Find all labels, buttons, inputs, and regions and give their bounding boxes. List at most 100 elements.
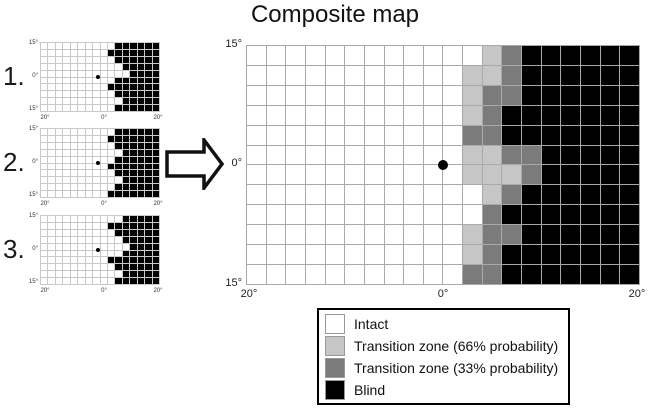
map-cell	[522, 145, 541, 165]
map-number-label-2: 2.	[3, 147, 25, 177]
map-cell	[305, 145, 325, 165]
map-cell	[502, 46, 522, 65]
map-cell	[522, 85, 541, 105]
map-cell	[63, 56, 70, 63]
map-cell	[93, 84, 100, 91]
map-cell	[443, 165, 463, 185]
map-cell	[325, 105, 345, 125]
map-cell	[78, 49, 85, 56]
map-cell	[130, 70, 137, 77]
map-cell	[541, 85, 561, 105]
map-cell	[63, 264, 70, 271]
map-cell	[63, 222, 70, 229]
map-cell	[85, 222, 93, 229]
map-cell	[152, 105, 159, 111]
map-cell	[63, 170, 70, 177]
map-cell	[463, 165, 482, 185]
map-cell	[85, 184, 93, 191]
map-cell	[443, 265, 463, 284]
map-cell	[78, 43, 85, 49]
map-cell	[600, 65, 620, 85]
map-cell	[581, 145, 600, 165]
map-cell	[85, 98, 93, 105]
map-cell	[41, 191, 48, 197]
map-cell	[107, 149, 115, 156]
map-cell	[107, 142, 115, 149]
map-cell	[384, 85, 404, 105]
map-cell	[145, 105, 152, 111]
map-cell	[55, 278, 63, 284]
map-cell	[443, 65, 463, 85]
map-cell	[63, 271, 70, 278]
map-cell	[107, 129, 115, 135]
map-cell	[423, 46, 443, 65]
map-cell	[107, 49, 115, 56]
map-cell	[286, 85, 305, 105]
map-cell	[145, 271, 152, 278]
map-cell	[63, 216, 70, 222]
map-cell	[561, 185, 581, 205]
map-cell	[137, 216, 145, 222]
map-cell	[115, 278, 122, 284]
map-cell	[78, 177, 85, 184]
map-cell	[145, 191, 152, 197]
y-axis-label-top: 15°	[28, 213, 38, 219]
map-cell	[345, 105, 364, 125]
map-cell	[70, 264, 78, 271]
map-cell	[122, 236, 130, 243]
map-cell	[522, 225, 541, 245]
map-cell	[305, 165, 325, 185]
map-cell	[85, 278, 93, 284]
map-cell	[266, 85, 286, 105]
map-cell	[325, 145, 345, 165]
map-cell	[41, 264, 48, 271]
map-cell	[115, 70, 122, 77]
map-cell	[115, 229, 122, 236]
map-cell	[130, 184, 137, 191]
map-cell	[78, 216, 85, 222]
map-cell	[482, 165, 502, 185]
map-cell	[55, 63, 63, 70]
map-cell	[364, 105, 384, 125]
map-cell	[137, 98, 145, 105]
map-cell	[130, 98, 137, 105]
map-cell	[130, 243, 137, 250]
map-cell	[85, 264, 93, 271]
map-cell	[522, 165, 541, 185]
map-cell	[384, 145, 404, 165]
map-cell	[48, 77, 55, 84]
map-cell	[93, 56, 100, 63]
map-cell	[100, 156, 107, 163]
map-cell	[145, 216, 152, 222]
map-cell	[100, 236, 107, 243]
map-cell	[115, 170, 122, 177]
map-cell	[41, 49, 48, 56]
map-cell	[130, 135, 137, 142]
map-cell	[122, 142, 130, 149]
map-cell	[145, 243, 152, 250]
map-cell	[93, 216, 100, 222]
map-cell	[384, 105, 404, 125]
map-cell	[41, 243, 48, 250]
map-cell	[145, 236, 152, 243]
map-cell	[122, 77, 130, 84]
map-cell	[100, 177, 107, 184]
map-cell	[145, 49, 152, 56]
map-cell	[152, 184, 159, 191]
legend-label: Intact	[354, 316, 389, 332]
map-cell	[70, 191, 78, 197]
map-cell	[85, 63, 93, 70]
map-cell	[63, 135, 70, 142]
map-cell	[100, 56, 107, 63]
map-cell	[115, 142, 122, 149]
map-cell	[463, 125, 482, 145]
map-cell	[130, 191, 137, 197]
map-cell	[93, 142, 100, 149]
map-cell	[152, 63, 159, 70]
map-cell	[55, 129, 63, 135]
map-cell	[145, 278, 152, 284]
map-cell	[48, 156, 55, 163]
map-cell	[93, 163, 100, 170]
map-cell	[63, 129, 70, 135]
map-cell	[93, 77, 100, 84]
